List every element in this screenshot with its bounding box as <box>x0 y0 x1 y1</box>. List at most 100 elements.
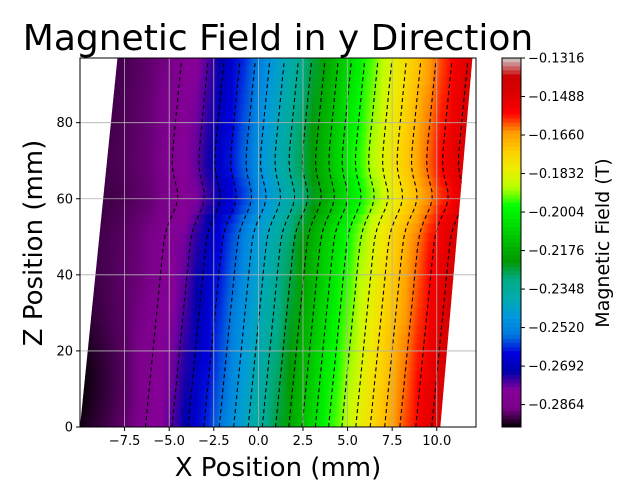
field-band <box>80 325 473 336</box>
colorbar-segment <box>502 186 521 191</box>
plot-frame <box>79 57 477 428</box>
colorbar-segment <box>502 218 521 223</box>
colorbar-segment <box>502 414 521 420</box>
field-band <box>80 223 473 234</box>
x-tick-label: 5.0 <box>337 434 358 449</box>
colorbar-tick-label: −0.2692 <box>528 360 584 375</box>
field-band <box>80 334 473 345</box>
colorbar-segment <box>502 398 521 404</box>
colorbar-segment <box>502 85 521 91</box>
colorbar-segment <box>502 97 521 103</box>
colorbar-segment <box>502 350 521 356</box>
colorbar-segment <box>502 242 521 247</box>
colorbar-segment <box>502 322 521 328</box>
colorbar-segment <box>502 342 521 348</box>
colorbar-segment <box>502 190 521 195</box>
colorbar-segment <box>502 278 521 283</box>
colorbar-segment <box>502 117 521 123</box>
colorbar-segment <box>502 282 521 287</box>
field-colormap <box>80 58 473 427</box>
y-tick-label: 80 <box>56 116 73 131</box>
colorbar-segment <box>502 61 521 67</box>
colorbar-segment <box>502 101 521 107</box>
y-axis-label: Z Position (mm) <box>19 140 49 347</box>
field-band <box>80 112 473 124</box>
field-band <box>80 242 473 253</box>
colorbar-segment <box>502 258 521 263</box>
colorbar-ticks: −0.1316 −0.1488 −0.1660 −0.1832 −0.2004 −0.21… <box>521 52 584 413</box>
x-axis-label: X Position (mm) <box>175 453 382 480</box>
colorbar-segment <box>502 121 521 127</box>
colorbar-segment <box>502 390 521 396</box>
chart-title: Magnetic Field in y Direction <box>23 18 533 59</box>
colorbar-segment <box>502 133 521 139</box>
colorbar-segment <box>502 137 521 143</box>
colorbar-segment <box>502 157 521 163</box>
colorbar-segment <box>502 161 521 167</box>
field-band <box>80 260 473 271</box>
colorbar-segment <box>502 113 521 119</box>
colorbar-segment <box>502 394 521 400</box>
colorbar-tick-label: −0.2864 <box>528 398 584 413</box>
x-tick-label: 2.5 <box>293 434 314 449</box>
colorbar-segment <box>502 422 521 428</box>
colorbar-segment <box>502 238 521 243</box>
colorbar-segment <box>502 202 521 207</box>
field-band <box>80 58 473 68</box>
colorbar-segment <box>502 250 521 255</box>
colorbar-segment <box>502 141 521 147</box>
x-axis-ticks: −7.5 −5.0 −2.5 0.0 2.5 5.0 7.5 10.0 <box>109 427 451 449</box>
colorbar-segment <box>502 65 521 71</box>
colorbar-segment <box>502 298 521 303</box>
field-band <box>80 315 473 327</box>
y-tick-label: 40 <box>56 268 73 283</box>
colorbar-tick-label: −0.2176 <box>528 244 584 259</box>
colorbar-tick-label: −0.1316 <box>528 52 584 67</box>
colorbar-segment <box>502 73 521 79</box>
colorbar-segment <box>502 149 521 155</box>
colorbar-segment <box>502 314 521 320</box>
field-band <box>80 205 473 216</box>
colorbar-segment <box>502 274 521 279</box>
y-tick-label: 20 <box>56 344 73 359</box>
x-tick-label: 7.5 <box>382 434 403 449</box>
colorbar-segment <box>502 406 521 412</box>
colorbar-segment <box>502 153 521 159</box>
field-band <box>80 297 473 308</box>
x-tick-label: 0.0 <box>248 434 269 449</box>
colorbar-segment <box>502 178 521 183</box>
field-band <box>80 103 473 114</box>
colorbar-segment <box>502 198 521 203</box>
colorbar-segment <box>502 354 521 360</box>
x-tick-label: −5.0 <box>153 434 185 449</box>
field-band <box>80 380 473 391</box>
colorbar-segment <box>502 294 521 299</box>
y-axis-ticks: 0 20 40 60 80 <box>56 116 80 436</box>
colorbar-segment <box>502 290 521 295</box>
colorbar-segment <box>502 334 521 340</box>
field-band <box>80 94 473 105</box>
colorbar-tick-label: −0.1660 <box>528 129 584 144</box>
colorbar-segment <box>502 262 521 267</box>
colorbar-segment <box>502 182 521 187</box>
field-band <box>80 251 473 262</box>
x-tick-label: 10.0 <box>422 434 451 449</box>
colorbar-gradient <box>502 57 521 428</box>
field-band <box>80 158 473 170</box>
y-tick-label: 60 <box>56 192 73 207</box>
field-band <box>80 66 473 77</box>
field-band <box>80 417 473 427</box>
field-band <box>80 352 473 363</box>
colorbar-segment <box>502 318 521 324</box>
field-band <box>80 306 473 317</box>
colorbar-segment <box>502 206 521 211</box>
colorbar-segment <box>502 338 521 344</box>
colorbar-segment <box>502 81 521 87</box>
field-band <box>80 398 473 410</box>
colorbar-segment <box>502 366 521 372</box>
colorbar-tick-label: −0.2004 <box>528 206 584 221</box>
colorbar-segment <box>502 418 521 424</box>
colorbar-segment <box>502 109 521 115</box>
colorbar-segment <box>502 69 521 75</box>
field-band <box>80 343 473 354</box>
